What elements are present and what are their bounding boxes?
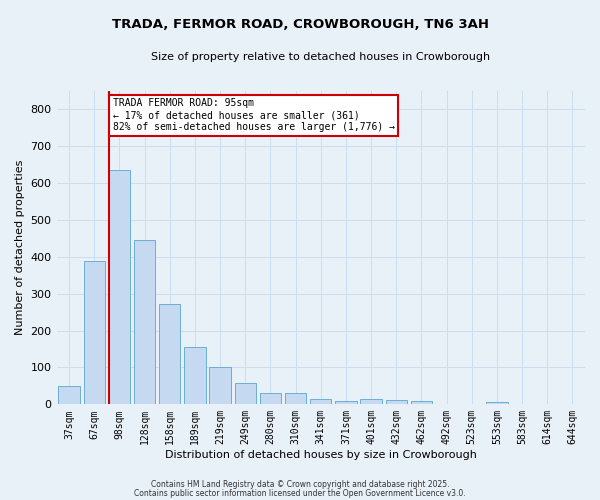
Bar [58,386,80,404]
Title: Size of property relative to detached houses in Crowborough: Size of property relative to detached ho… [151,52,490,62]
Text: TRADA FERMOR ROAD: 95sqm
← 17% of detached houses are smaller (361)
82% of semi-: TRADA FERMOR ROAD: 95sqm ← 17% of detach… [113,98,395,132]
Text: Contains public sector information licensed under the Open Government Licence v3: Contains public sector information licen… [134,489,466,498]
Bar [109,170,130,404]
Bar [486,402,508,404]
Text: Contains HM Land Registry data © Crown copyright and database right 2025.: Contains HM Land Registry data © Crown c… [151,480,449,489]
Bar [134,240,155,404]
Bar [386,400,407,404]
Bar [83,260,105,404]
Y-axis label: Number of detached properties: Number of detached properties [15,160,25,336]
X-axis label: Distribution of detached houses by size in Crowborough: Distribution of detached houses by size … [165,450,477,460]
Bar [285,394,307,404]
Bar [235,384,256,404]
Bar [209,368,231,405]
Text: TRADA, FERMOR ROAD, CROWBOROUGH, TN6 3AH: TRADA, FERMOR ROAD, CROWBOROUGH, TN6 3AH [112,18,488,30]
Bar [411,402,432,404]
Bar [184,347,206,405]
Bar [361,399,382,404]
Bar [260,394,281,404]
Bar [310,399,331,404]
Bar [159,304,181,404]
Bar [335,400,356,404]
